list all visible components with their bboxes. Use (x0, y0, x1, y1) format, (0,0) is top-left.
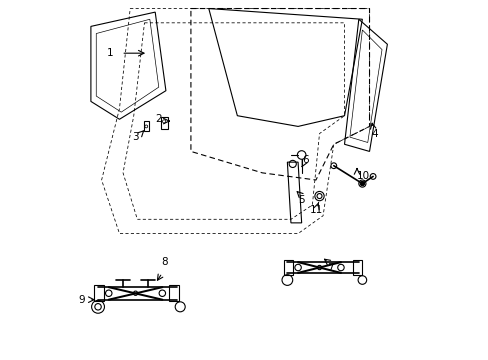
Text: 5: 5 (298, 195, 305, 204)
Text: 6: 6 (301, 156, 308, 165)
Text: 11: 11 (309, 205, 322, 215)
Text: 3: 3 (132, 132, 139, 142)
Text: 10: 10 (356, 171, 369, 181)
Text: 8: 8 (161, 257, 167, 267)
Text: 1: 1 (107, 48, 114, 58)
Text: 2: 2 (155, 114, 162, 124)
Text: 4: 4 (371, 129, 377, 139)
Text: 7: 7 (326, 262, 333, 273)
Circle shape (360, 181, 364, 186)
Text: 9: 9 (79, 295, 85, 305)
